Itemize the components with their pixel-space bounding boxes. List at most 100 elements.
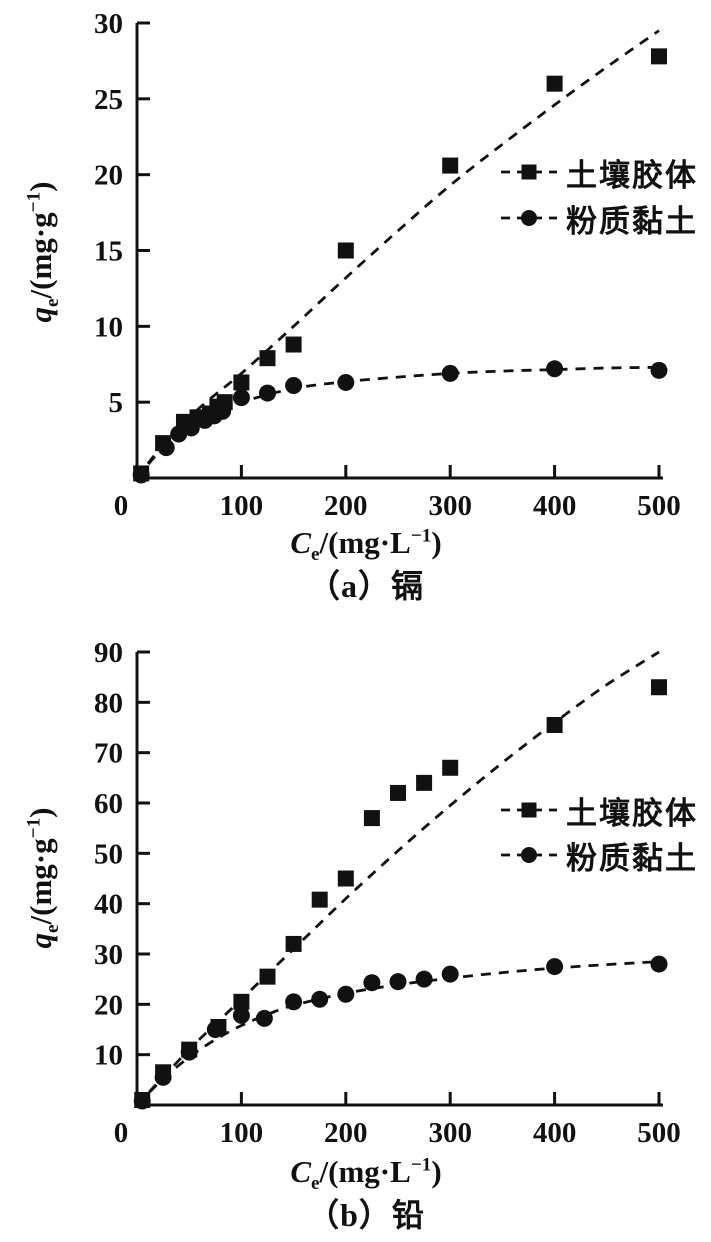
y-tick-label: 5 bbox=[109, 387, 124, 419]
chart-b-y-axis-label: qe/(mg·g−1) bbox=[23, 807, 63, 948]
circle-marker bbox=[285, 993, 303, 1011]
y-var-subscript: e bbox=[42, 924, 64, 934]
square-dash-legend-icon bbox=[501, 802, 557, 818]
x-unit-exponent: −1 bbox=[410, 525, 432, 547]
square-marker bbox=[521, 802, 537, 818]
y-unit-exponent: −1 bbox=[23, 817, 45, 839]
chart-a-x-axis-label: Ce/(mg·L−1) bbox=[290, 525, 442, 564]
y-tick-label: 15 bbox=[94, 236, 123, 268]
circle-marker bbox=[232, 1006, 250, 1024]
x-tick-label: 0 bbox=[114, 490, 129, 522]
x-tick-label: 200 bbox=[324, 490, 368, 522]
square-marker bbox=[233, 374, 250, 391]
y-tick-label: 50 bbox=[94, 838, 123, 870]
circle-marker bbox=[154, 1068, 172, 1086]
circle-marker bbox=[546, 958, 564, 976]
x-unit-open: /(mg·L bbox=[319, 525, 411, 560]
legend-label: 粉质黏土 bbox=[566, 840, 698, 876]
square-marker bbox=[546, 716, 563, 733]
fit-curve-square bbox=[135, 650, 660, 1106]
circle-marker bbox=[415, 970, 433, 988]
circle-marker bbox=[232, 389, 250, 407]
square-marker bbox=[259, 968, 276, 985]
x-tick-label: 100 bbox=[220, 490, 264, 522]
square-dash-legend-icon bbox=[501, 164, 557, 180]
y-tick-label: 40 bbox=[94, 889, 123, 921]
x-tick-label: 500 bbox=[637, 490, 681, 522]
circle-marker bbox=[182, 419, 200, 437]
square-marker bbox=[442, 759, 459, 776]
x-var-subscript: e bbox=[311, 544, 320, 566]
circle-marker bbox=[521, 210, 537, 226]
chart-b-plot-area: 10 20 30 40 50 60 70 80 90 0 100 200 300 400 500 bbox=[94, 637, 681, 1149]
chart-a-y-axis-label: qe/(mg·g−1) bbox=[23, 181, 63, 323]
x-var-subscript: e bbox=[311, 1173, 320, 1195]
circle-marker bbox=[441, 965, 459, 983]
circle-marker bbox=[363, 974, 381, 992]
circle-dash-legend-icon bbox=[501, 847, 557, 863]
chart-b-legend-silty-clay: 粉质黏土 bbox=[500, 838, 698, 876]
chart-a-legend-soil-colloid: 土壤胶体 bbox=[500, 155, 698, 193]
square-marker bbox=[651, 48, 667, 65]
x-unit-close: ) bbox=[431, 1154, 442, 1189]
legend-label: 土壤胶体 bbox=[566, 157, 698, 193]
y-tick-label: 60 bbox=[94, 788, 123, 820]
square-marker bbox=[233, 993, 250, 1010]
circle-marker bbox=[521, 847, 537, 863]
circle-marker bbox=[389, 973, 407, 991]
y-unit-exponent: −1 bbox=[23, 191, 45, 213]
circle-dash-legend-icon bbox=[501, 210, 557, 226]
series-square-points bbox=[134, 679, 667, 1108]
y-unit-open: /(mg·g bbox=[23, 838, 58, 925]
y-unit-open: /(mg·g bbox=[23, 212, 58, 299]
series-circle-points bbox=[133, 955, 668, 1110]
x-tick-label: 100 bbox=[220, 1117, 264, 1149]
circle-marker bbox=[255, 1009, 273, 1027]
square-marker bbox=[311, 891, 328, 908]
circle-marker bbox=[259, 384, 276, 402]
x-var-symbol: C bbox=[290, 525, 311, 560]
y-tick-label: 80 bbox=[94, 687, 123, 719]
y-tick-label: 20 bbox=[94, 989, 123, 1021]
x-tick-label: 0 bbox=[114, 1117, 129, 1149]
square-marker bbox=[651, 679, 667, 696]
y-tick-label: 20 bbox=[94, 160, 123, 192]
legend-label: 粉质黏土 bbox=[566, 203, 698, 239]
x-tick-label: 500 bbox=[637, 1117, 681, 1149]
chart-a-caption: （a）镉 bbox=[307, 568, 425, 604]
circle-marker bbox=[650, 361, 668, 379]
circle-marker bbox=[285, 376, 303, 394]
chart-b-caption: （b）铅 bbox=[307, 1197, 425, 1233]
y-tick-label: 30 bbox=[94, 8, 123, 40]
circle-marker bbox=[441, 364, 459, 382]
x-tick-label: 300 bbox=[428, 1117, 472, 1149]
y-tick-label: 10 bbox=[94, 1040, 123, 1072]
circle-marker bbox=[206, 1021, 224, 1038]
square-marker bbox=[285, 336, 302, 353]
square-marker bbox=[337, 242, 354, 259]
circle-marker bbox=[214, 402, 232, 420]
y-tick-label: 30 bbox=[94, 939, 123, 971]
square-marker bbox=[390, 784, 406, 801]
y-tick-label: 90 bbox=[94, 637, 123, 669]
circle-marker bbox=[650, 955, 668, 973]
square-marker bbox=[546, 75, 563, 92]
square-marker bbox=[259, 350, 276, 367]
chart-b-lead: 10 20 30 40 50 60 70 80 90 0 100 200 300 400 500 qe/(m… bbox=[0, 620, 711, 1242]
circle-marker bbox=[337, 985, 355, 1003]
x-tick-label: 300 bbox=[428, 490, 472, 522]
y-var-symbol: q bbox=[23, 307, 58, 323]
square-marker bbox=[285, 935, 302, 952]
circle-marker bbox=[133, 1092, 151, 1110]
circle-marker bbox=[157, 439, 175, 457]
y-tick-label: 70 bbox=[94, 738, 123, 770]
y-var-subscript: e bbox=[42, 298, 64, 308]
x-unit-open: /(mg·L bbox=[319, 1154, 411, 1189]
x-unit-close: ) bbox=[431, 525, 442, 560]
chart-a-legend-silty-clay: 粉质黏土 bbox=[500, 201, 698, 239]
x-tick-label: 400 bbox=[533, 1117, 577, 1149]
circle-marker bbox=[546, 360, 564, 378]
x-unit-exponent: −1 bbox=[410, 1154, 432, 1176]
